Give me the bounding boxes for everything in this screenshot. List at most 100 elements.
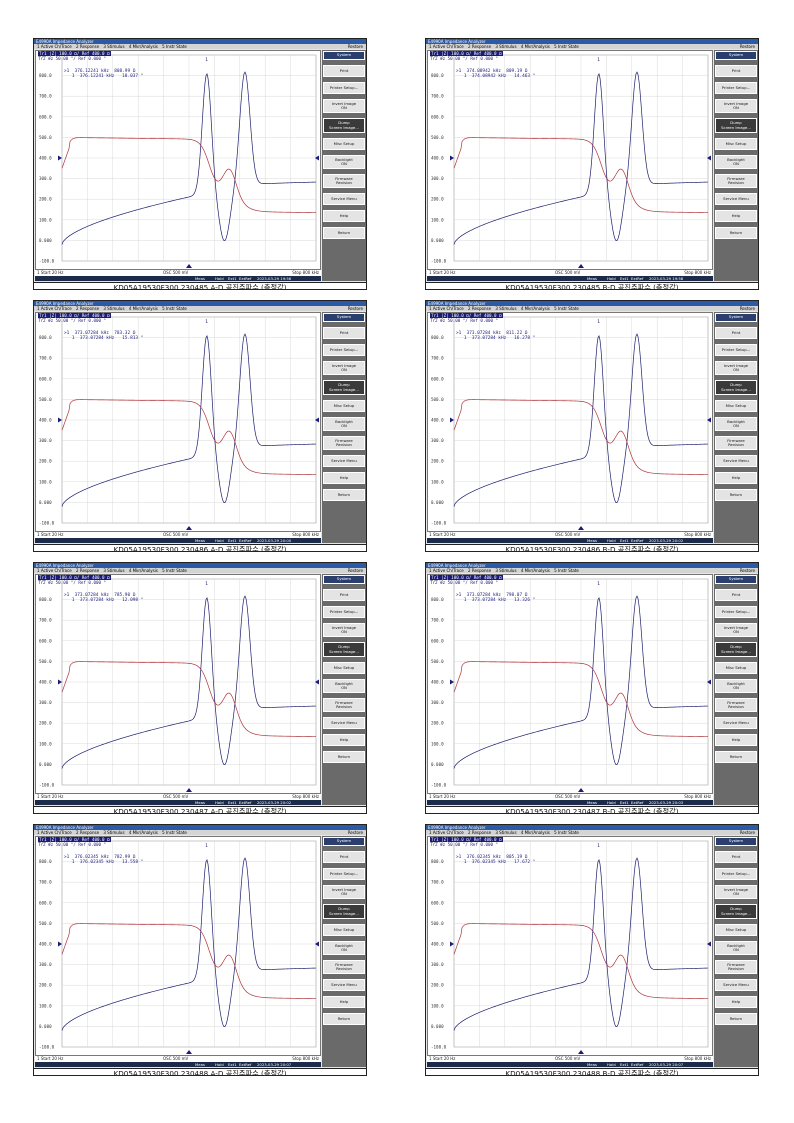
- softkey-firmware-revision[interactable]: Firmware Revision: [715, 960, 757, 974]
- softkey-printer-setup[interactable]: Printer Setup...: [323, 868, 365, 880]
- softkey-return[interactable]: Return: [715, 1013, 757, 1025]
- restore-button[interactable]: Restore: [347, 306, 363, 311]
- softkey-service-menu[interactable]: Service Menu: [715, 717, 757, 729]
- softkey-dump-screen-image[interactable]: Dump Screen Image...: [323, 118, 365, 133]
- menu-instr-state[interactable]: 5 Instr State: [554, 44, 579, 49]
- softkey-misc-setup[interactable]: Misc Setup: [323, 924, 365, 936]
- softkey-service-menu[interactable]: Service Menu: [715, 455, 757, 467]
- restore-button[interactable]: Restore: [739, 568, 755, 573]
- softkey-firmware-revision[interactable]: Firmware Revision: [715, 174, 757, 188]
- menu-stimulus[interactable]: 3 Stimulus: [103, 306, 125, 311]
- softkey-help[interactable]: Help: [323, 472, 365, 484]
- softkey-printer-setup[interactable]: Printer Setup...: [323, 344, 365, 356]
- softkey-misc-setup[interactable]: Misc Setup: [715, 138, 757, 150]
- softkey-print[interactable]: Print: [715, 589, 757, 601]
- menu-active-ch-trace[interactable]: 1 Active Ch/Trace: [37, 44, 72, 49]
- menu-active-ch-trace[interactable]: 1 Active Ch/Trace: [429, 306, 464, 311]
- softkey-firmware-revision[interactable]: Firmware Revision: [715, 436, 757, 450]
- menu-mkr-analysis[interactable]: 4 Mkr/Analysis: [520, 830, 550, 835]
- softkey-print[interactable]: Print: [323, 851, 365, 863]
- menu-instr-state[interactable]: 5 Instr State: [162, 830, 187, 835]
- menu-active-ch-trace[interactable]: 1 Active Ch/Trace: [429, 568, 464, 573]
- menu-instr-state[interactable]: 5 Instr State: [162, 568, 187, 573]
- softkey-system[interactable]: System: [715, 837, 757, 846]
- menu-active-ch-trace[interactable]: 1 Active Ch/Trace: [37, 306, 72, 311]
- softkey-misc-setup[interactable]: Misc Setup: [715, 400, 757, 412]
- menu-instr-state[interactable]: 5 Instr State: [162, 306, 187, 311]
- restore-button[interactable]: Restore: [347, 44, 363, 49]
- menu-stimulus[interactable]: 3 Stimulus: [495, 830, 517, 835]
- softkey-help[interactable]: Help: [715, 734, 757, 746]
- softkey-help[interactable]: Help: [323, 734, 365, 746]
- softkey-invert-image[interactable]: Invert Image ON: [323, 623, 365, 637]
- softkey-firmware-revision[interactable]: Firmware Revision: [323, 698, 365, 712]
- softkey-dump-screen-image[interactable]: Dump Screen Image...: [715, 118, 757, 133]
- menu-stimulus[interactable]: 3 Stimulus: [495, 568, 517, 573]
- softkey-printer-setup[interactable]: Printer Setup...: [715, 868, 757, 880]
- softkey-print[interactable]: Print: [323, 589, 365, 601]
- menu-stimulus[interactable]: 3 Stimulus: [103, 568, 125, 573]
- softkey-print[interactable]: Print: [323, 327, 365, 339]
- softkey-service-menu[interactable]: Service Menu: [323, 455, 365, 467]
- menu-instr-state[interactable]: 5 Instr State: [162, 44, 187, 49]
- softkey-return[interactable]: Return: [715, 751, 757, 763]
- menu-active-ch-trace[interactable]: 1 Active Ch/Trace: [37, 568, 72, 573]
- restore-button[interactable]: Restore: [347, 830, 363, 835]
- softkey-printer-setup[interactable]: Printer Setup...: [715, 82, 757, 94]
- softkey-system[interactable]: System: [715, 575, 757, 584]
- menu-instr-state[interactable]: 5 Instr State: [554, 568, 579, 573]
- softkey-backlight[interactable]: Backlight ON: [323, 417, 365, 431]
- softkey-misc-setup[interactable]: Misc Setup: [323, 662, 365, 674]
- restore-button[interactable]: Restore: [739, 306, 755, 311]
- softkey-invert-image[interactable]: Invert Image ON: [715, 99, 757, 113]
- softkey-return[interactable]: Return: [323, 489, 365, 501]
- softkey-return[interactable]: Return: [323, 1013, 365, 1025]
- restore-button[interactable]: Restore: [347, 568, 363, 573]
- menu-mkr-analysis[interactable]: 4 Mkr/Analysis: [128, 306, 158, 311]
- menu-stimulus[interactable]: 3 Stimulus: [495, 306, 517, 311]
- menu-active-ch-trace[interactable]: 1 Active Ch/Trace: [429, 44, 464, 49]
- softkey-misc-setup[interactable]: Misc Setup: [323, 400, 365, 412]
- softkey-service-menu[interactable]: Service Menu: [323, 193, 365, 205]
- softkey-firmware-revision[interactable]: Firmware Revision: [323, 174, 365, 188]
- softkey-return[interactable]: Return: [715, 227, 757, 239]
- menu-active-ch-trace[interactable]: 1 Active Ch/Trace: [429, 830, 464, 835]
- menu-response[interactable]: 2 Response: [76, 830, 100, 835]
- softkey-backlight[interactable]: Backlight ON: [715, 941, 757, 955]
- restore-button[interactable]: Restore: [739, 830, 755, 835]
- softkey-help[interactable]: Help: [323, 210, 365, 222]
- softkey-system[interactable]: System: [323, 313, 365, 322]
- softkey-printer-setup[interactable]: Printer Setup...: [323, 606, 365, 618]
- menu-response[interactable]: 2 Response: [76, 44, 100, 49]
- softkey-service-menu[interactable]: Service Menu: [715, 979, 757, 991]
- softkey-print[interactable]: Print: [715, 65, 757, 77]
- menu-mkr-analysis[interactable]: 4 Mkr/Analysis: [520, 306, 550, 311]
- softkey-help[interactable]: Help: [715, 210, 757, 222]
- softkey-service-menu[interactable]: Service Menu: [323, 979, 365, 991]
- softkey-dump-screen-image[interactable]: Dump Screen Image...: [323, 380, 365, 395]
- softkey-dump-screen-image[interactable]: Dump Screen Image...: [323, 904, 365, 919]
- softkey-invert-image[interactable]: Invert Image ON: [323, 99, 365, 113]
- menu-stimulus[interactable]: 3 Stimulus: [103, 830, 125, 835]
- softkey-return[interactable]: Return: [323, 227, 365, 239]
- softkey-misc-setup[interactable]: Misc Setup: [323, 138, 365, 150]
- softkey-backlight[interactable]: Backlight ON: [715, 679, 757, 693]
- softkey-print[interactable]: Print: [323, 65, 365, 77]
- softkey-system[interactable]: System: [715, 313, 757, 322]
- menu-mkr-analysis[interactable]: 4 Mkr/Analysis: [128, 44, 158, 49]
- softkey-printer-setup[interactable]: Printer Setup...: [715, 606, 757, 618]
- softkey-firmware-revision[interactable]: Firmware Revision: [715, 698, 757, 712]
- softkey-help[interactable]: Help: [323, 996, 365, 1008]
- softkey-help[interactable]: Help: [715, 996, 757, 1008]
- menu-instr-state[interactable]: 5 Instr State: [554, 830, 579, 835]
- softkey-firmware-revision[interactable]: Firmware Revision: [323, 960, 365, 974]
- softkey-backlight[interactable]: Backlight ON: [323, 155, 365, 169]
- softkey-dump-screen-image[interactable]: Dump Screen Image...: [715, 904, 757, 919]
- menu-instr-state[interactable]: 5 Instr State: [554, 306, 579, 311]
- softkey-backlight[interactable]: Backlight ON: [323, 941, 365, 955]
- softkey-invert-image[interactable]: Invert Image ON: [715, 361, 757, 375]
- softkey-service-menu[interactable]: Service Menu: [715, 193, 757, 205]
- menu-stimulus[interactable]: 3 Stimulus: [495, 44, 517, 49]
- softkey-backlight[interactable]: Backlight ON: [715, 155, 757, 169]
- softkey-system[interactable]: System: [323, 575, 365, 584]
